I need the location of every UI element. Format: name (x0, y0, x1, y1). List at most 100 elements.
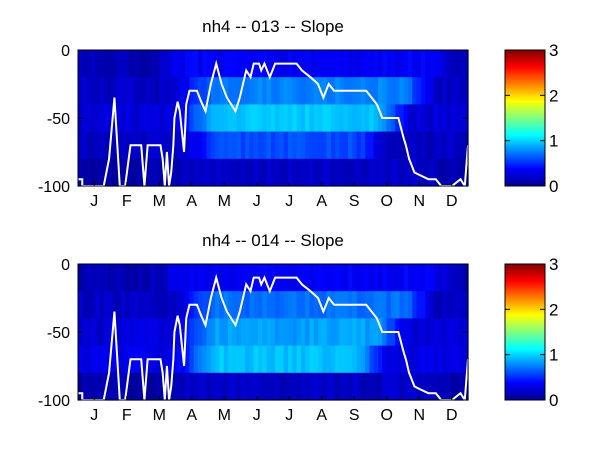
heatmap-cell (168, 291, 173, 319)
heatmap-cell (193, 158, 199, 187)
heatmap-cell (236, 318, 242, 347)
heatmap-cell (185, 131, 191, 160)
x-tick-label: M (218, 193, 231, 210)
heatmap-cell (86, 264, 92, 292)
x-tick-label: J (253, 407, 261, 424)
heatmap-cell (176, 104, 182, 133)
heatmap-cell (450, 318, 456, 347)
heatmap-cell (146, 104, 152, 133)
heatmap-cell (206, 264, 212, 292)
heatmap-cell (352, 345, 358, 374)
heatmap-cell (450, 104, 456, 133)
heatmap-cell (249, 77, 255, 105)
heatmap-cell (155, 50, 161, 78)
heatmap-cell (279, 345, 285, 374)
heatmap-cell (403, 318, 409, 347)
heatmap-cell (249, 372, 255, 401)
x-tick-label: M (218, 407, 231, 424)
heatmap-cell (322, 264, 328, 292)
heatmap-cell (202, 264, 208, 292)
heatmap-cell (236, 50, 242, 78)
heatmap-cell (300, 50, 306, 78)
heatmap-cell (270, 77, 276, 105)
heatmap-cell (365, 158, 371, 187)
colorbar-frame (504, 49, 546, 187)
heatmap-cell (305, 77, 311, 105)
heatmap-cell (236, 104, 242, 133)
heatmap-cell (429, 131, 435, 160)
colorbar-frame (504, 263, 546, 401)
heatmap-cell (339, 345, 345, 374)
heatmap-cell (125, 291, 131, 319)
heatmap-cell (253, 131, 259, 160)
heatmap-cell (232, 158, 238, 187)
heatmap-cell (408, 131, 413, 160)
heatmap-cell (425, 372, 431, 401)
heatmap-cell (172, 291, 178, 319)
heatmap-cell (108, 50, 113, 78)
heatmap-cell (386, 158, 392, 187)
heatmap-cell (416, 104, 422, 133)
heatmap-cell (446, 264, 452, 292)
heatmap-cell (442, 345, 448, 374)
chart-title: nh4 -- 014 -- Slope (202, 231, 344, 250)
heatmap-cell (215, 264, 221, 292)
heatmap-cell (330, 50, 336, 78)
colorbar-tick-label: 2 (549, 86, 558, 105)
heatmap-cell (352, 264, 358, 292)
heatmap-cell (146, 50, 152, 78)
heatmap-cell (322, 158, 328, 187)
heatmap-cell (455, 372, 461, 401)
heatmap-cell (99, 264, 105, 292)
heatmap-cell (198, 131, 203, 160)
heatmap-cell (189, 104, 195, 133)
heatmap-cell (99, 77, 105, 105)
heatmap-cell (120, 345, 126, 374)
heatmap-cell (348, 104, 353, 133)
heatmap-cell (193, 131, 199, 160)
x-tick-label: J (90, 193, 98, 210)
heatmap-cell (365, 104, 371, 133)
heatmap-cell (120, 158, 126, 187)
heatmap-cell (228, 104, 233, 133)
heatmap-cell (236, 77, 242, 105)
heatmap-cell (228, 372, 233, 401)
heatmap-cell (326, 372, 332, 401)
x-tick-label: J (253, 193, 261, 210)
heatmap-cell (412, 104, 418, 133)
heatmap-cell (360, 264, 366, 292)
heatmap-cell (142, 131, 148, 160)
heatmap-cell (125, 131, 131, 160)
heatmap-cell (300, 264, 306, 292)
heatmap-cell (99, 345, 105, 374)
heatmap-cell (155, 318, 161, 347)
heatmap-cell (206, 372, 212, 401)
heatmap-cell (309, 345, 315, 374)
heatmap-cell (322, 50, 328, 78)
heatmap-cell (142, 345, 148, 374)
heatmap-cell (429, 104, 435, 133)
heatmap-cell (103, 291, 109, 319)
heatmap-cell (300, 131, 306, 160)
heatmap-cell (82, 264, 88, 292)
heatmap-cell (459, 77, 465, 105)
heatmap-cell (365, 50, 371, 78)
heatmap-cell (249, 291, 255, 319)
heatmap-cell (382, 345, 388, 374)
heatmap-cell (459, 372, 465, 401)
heatmap-cell (78, 158, 83, 187)
heatmap-cell (463, 291, 469, 319)
heatmap-cell (450, 50, 456, 78)
heatmap-cell (292, 345, 298, 374)
heatmap-cell (240, 345, 246, 374)
heatmap-cell (176, 264, 182, 292)
heatmap-cell (185, 264, 191, 292)
heatmap-cell (292, 131, 298, 160)
heatmap-cell (322, 131, 328, 160)
heatmap-cell (313, 50, 319, 78)
heatmap-cell (95, 158, 101, 187)
heatmap-cell (416, 291, 422, 319)
heatmap-cell (386, 372, 392, 401)
heatmap-cell (283, 104, 289, 133)
heatmap-cell (446, 104, 452, 133)
